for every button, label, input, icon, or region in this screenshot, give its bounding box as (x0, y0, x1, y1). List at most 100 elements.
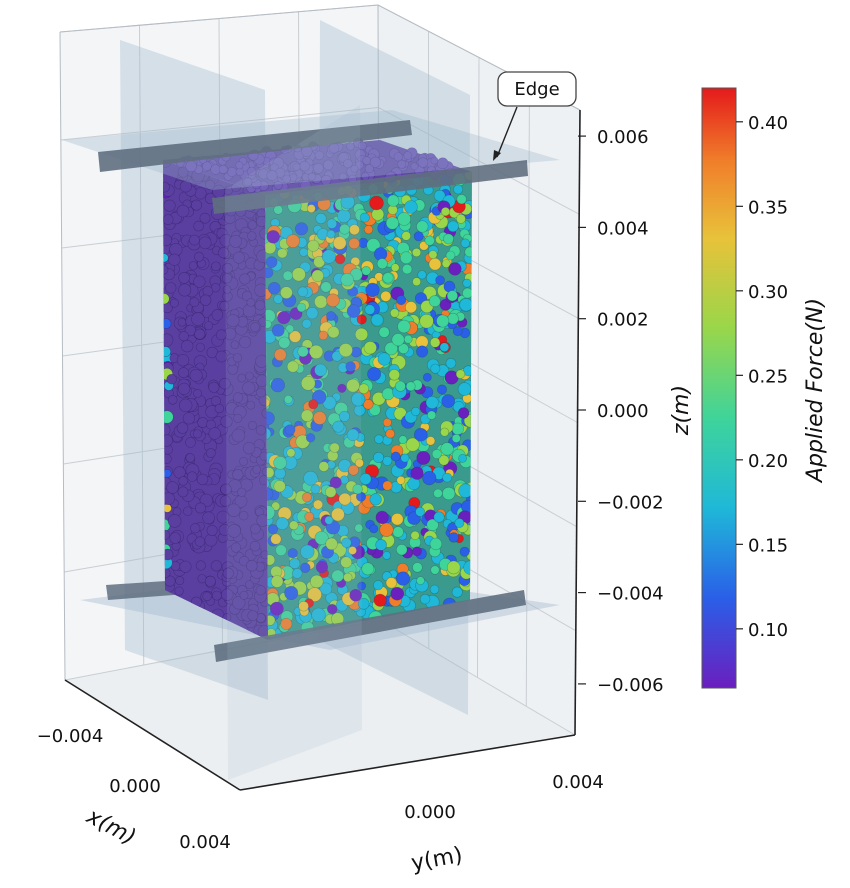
particle (367, 367, 381, 381)
bottom-platen-front (214, 590, 526, 662)
particle (211, 261, 221, 272)
particle (300, 375, 316, 391)
particle (341, 537, 352, 548)
particle (350, 164, 359, 173)
particle (385, 216, 400, 230)
particle (265, 411, 275, 426)
particle (429, 537, 443, 551)
particle (322, 159, 334, 171)
particle (246, 400, 256, 410)
particle (239, 590, 249, 600)
particle (288, 520, 299, 531)
particle (377, 352, 391, 366)
particle (332, 236, 347, 250)
particle (327, 326, 340, 339)
grid-line (525, 83, 530, 707)
particle (256, 387, 266, 398)
particle (382, 551, 392, 560)
particle (247, 220, 258, 230)
particle (395, 571, 411, 586)
edge-arrow (496, 106, 518, 158)
particle (306, 307, 319, 320)
particle (289, 557, 301, 570)
particle (401, 263, 413, 275)
particle (405, 437, 420, 452)
particle (221, 588, 234, 601)
colorbar: 0.40 0.35 0.30 0.25 0.20 0.15 0.10 Applied For… (701, 87, 828, 689)
particle (366, 238, 381, 253)
particle (169, 298, 179, 308)
box-edge (59, 31, 66, 681)
particle (248, 420, 258, 430)
particle (226, 314, 240, 328)
particle (376, 258, 388, 270)
particle (310, 574, 324, 589)
particle (163, 492, 175, 505)
particle (277, 311, 291, 325)
edge-arrow-head (493, 150, 501, 161)
particle (265, 478, 270, 489)
particle (176, 422, 189, 434)
particle (176, 354, 190, 367)
particle (338, 172, 348, 182)
particle (255, 425, 267, 436)
particle (404, 200, 418, 214)
particle (273, 455, 287, 470)
particle (320, 281, 332, 293)
particle (178, 367, 189, 379)
particle (340, 273, 354, 287)
particle (433, 488, 443, 499)
particle (301, 318, 312, 329)
particle (378, 326, 390, 338)
particle (285, 324, 295, 334)
x-axis-line (64, 679, 241, 791)
particle (270, 575, 284, 588)
particle (382, 272, 394, 284)
particle (221, 273, 233, 284)
particle (193, 388, 202, 398)
particle (260, 550, 268, 560)
particle (303, 470, 318, 486)
particle (375, 539, 387, 551)
particle (178, 382, 191, 396)
particle (214, 403, 225, 414)
particle (451, 586, 463, 598)
particle (443, 233, 454, 245)
top-platen-front (212, 160, 528, 214)
particle (179, 560, 192, 573)
particle (385, 428, 396, 439)
particle (301, 492, 312, 503)
particle (324, 515, 334, 525)
particle (173, 466, 186, 479)
particle (369, 195, 384, 211)
particle (166, 481, 179, 494)
particle (284, 585, 299, 600)
grid-line (477, 57, 480, 678)
particle (337, 383, 347, 393)
y-axis-line (239, 734, 576, 791)
particle (348, 237, 360, 250)
particle (312, 162, 324, 174)
z-tick-label: 0.000 (597, 401, 649, 422)
particle (373, 580, 384, 591)
particle (304, 511, 315, 522)
particle (312, 411, 327, 425)
particle (250, 322, 260, 332)
particle (239, 456, 249, 466)
particle (205, 448, 216, 458)
particle (412, 546, 422, 557)
particle (435, 275, 445, 286)
particle (363, 225, 374, 235)
particle (319, 582, 333, 596)
particle (390, 451, 401, 462)
particle (354, 523, 364, 533)
particle (431, 448, 442, 459)
particle (195, 560, 206, 571)
particle (404, 301, 417, 314)
particle (192, 429, 202, 439)
particle (163, 529, 170, 540)
particle (354, 458, 364, 468)
cutting-plane-front (225, 105, 362, 780)
particle (271, 323, 285, 337)
